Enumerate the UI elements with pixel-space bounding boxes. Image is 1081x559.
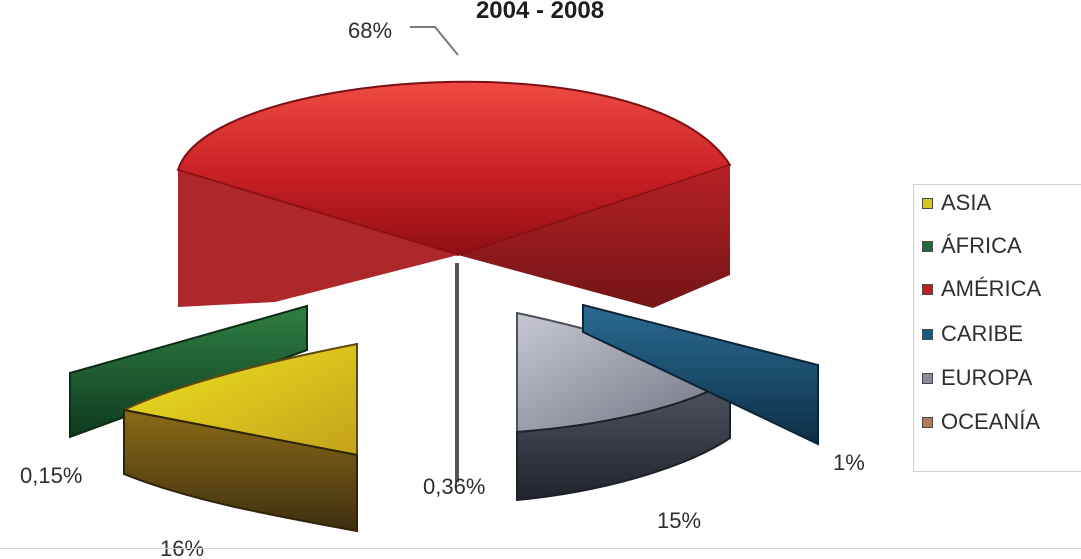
legend: ASIA ÁFRICA AMÉRICA CARIBE EUROPA OCEANÍ… <box>913 184 1081 472</box>
legend-swatch-asia <box>922 197 933 209</box>
legend-item-oceania: OCEANÍA <box>922 410 1040 434</box>
legend-label-europa: EUROPA <box>941 365 1033 390</box>
pie-slice-america-left-depth <box>178 170 458 307</box>
data-label-asia: 16% <box>160 536 204 559</box>
chart-title: 2004 - 2008 <box>476 0 604 24</box>
data-label-africa: 0,15% <box>20 463 82 488</box>
pie-slice-asia-side <box>123 408 358 533</box>
data-label-america: 68% <box>348 18 392 43</box>
legend-swatch-caribe <box>922 328 933 340</box>
legend-label-africa: ÁFRICA <box>941 233 1022 258</box>
legend-swatch-oceania <box>922 416 933 428</box>
legend-item-america: AMÉRICA <box>922 277 1041 301</box>
legend-label-america: AMÉRICA <box>941 276 1042 301</box>
leader-line-america <box>410 26 459 56</box>
legend-swatch-europa <box>922 372 933 384</box>
legend-item-caribe: CARIBE <box>922 322 1023 346</box>
pie-slice-caribe <box>582 303 819 446</box>
data-label-oceania: 0,36% <box>423 474 485 499</box>
data-label-caribe: 1% <box>833 450 865 475</box>
data-label-europa: 15% <box>657 508 701 533</box>
legend-item-africa: ÁFRICA <box>922 234 1022 258</box>
pie-slice-asia-top <box>120 342 358 457</box>
bottom-divider <box>0 548 1081 549</box>
pie-slice-africa <box>69 304 308 439</box>
pie-slice-america-right-depth <box>458 165 730 308</box>
legend-swatch-america <box>922 283 933 295</box>
pie-slice-europa-side <box>516 378 731 502</box>
legend-item-asia: ASIA <box>922 191 991 215</box>
legend-label-caribe: CARIBE <box>941 321 1023 346</box>
legend-label-oceania: OCEANÍA <box>941 409 1041 434</box>
legend-item-europa: EUROPA <box>922 366 1032 390</box>
legend-swatch-africa <box>922 240 933 252</box>
legend-label-asia: ASIA <box>941 190 992 215</box>
pie-slice-america <box>176 80 732 257</box>
